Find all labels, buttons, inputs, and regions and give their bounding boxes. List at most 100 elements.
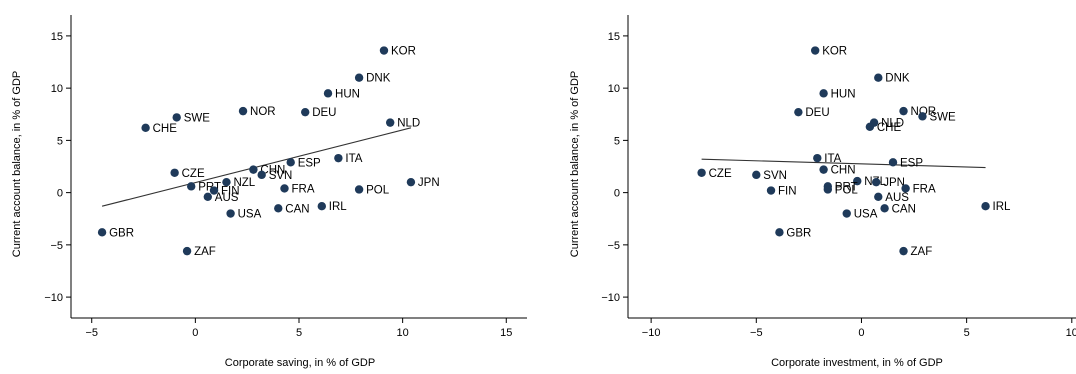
- panel-2-point-usa: [842, 209, 851, 218]
- panel-2-x-axis-title: Corporate investment, in % of GDP: [771, 357, 943, 369]
- panel-2-point-pol: [823, 185, 833, 194]
- panel-2-point-label-prt: PRT: [835, 181, 858, 193]
- panel-2-fit-line: [701, 158, 986, 169]
- panel-1-x-axis-title: Corporate saving, in % of GDP: [225, 357, 375, 369]
- panel-2-point-label-cze: CZE: [709, 168, 732, 180]
- panel-1-point-label-esp: ESP: [298, 157, 321, 169]
- panel-1-point-label-nld: NLD: [397, 118, 420, 130]
- panel-2-point-esp: [888, 158, 898, 167]
- panel-1-x-tick-label: 10: [397, 327, 409, 339]
- panel-1-point-label-gbr: GBR: [109, 227, 134, 239]
- panel-1-point-label-irl: IRL: [329, 201, 348, 213]
- chart-panel-investment: Current account balance, in % of GDP Cor…: [569, 15, 1076, 369]
- panel-2-point-svn: [752, 170, 761, 180]
- panel-2-point-label-can: CAN: [892, 203, 916, 215]
- panel-1-x-tick-label: 15: [500, 327, 512, 339]
- panel-1-point-label-ita: ITA: [345, 153, 362, 165]
- panel-2-point-label-dnk: DNK: [885, 73, 910, 85]
- panel-1-point-gbr: [97, 228, 107, 237]
- panel-1-point-label-aus: AUS: [215, 192, 239, 204]
- panel-1-point-label-cze: CZE: [182, 168, 205, 180]
- panel-2-point-label-gbr: GBR: [786, 227, 811, 239]
- panel-2-point-dnk: [874, 73, 883, 82]
- panel-2-point-gbr: [775, 228, 784, 237]
- panel-2-point-kor: [810, 46, 820, 55]
- panel-1-point-label-usa: USA: [238, 209, 262, 221]
- panel-2-point-label-hun: HUN: [831, 88, 856, 100]
- panel-1-point-dnk: [354, 73, 364, 82]
- panel-1-point-chn: [249, 165, 258, 174]
- panel-2-y-tick-label: −5: [607, 240, 620, 252]
- panel-2-point-label-zaf: ZAF: [911, 246, 933, 258]
- panel-1-point-nld: [386, 118, 395, 127]
- panel-1-point-label-che: CHE: [153, 123, 178, 135]
- panel-2-y-tick-label: 10: [608, 83, 620, 95]
- panel-2-point-irl: [981, 202, 990, 211]
- panel-2-point-cze: [697, 168, 706, 177]
- panel-2-y-tick-label: 15: [608, 31, 620, 43]
- panel-1-point-ita: [334, 153, 343, 163]
- panel-1-point-swe: [172, 113, 181, 122]
- panel-2-point-label-svn: SVN: [763, 170, 787, 182]
- panel-1-point-label-zaf: ZAF: [194, 246, 216, 258]
- panel-2-point-label-swe: SWE: [929, 111, 956, 123]
- panel-2-point-nzl: [853, 176, 862, 186]
- panel-1-point-label-nzl: NZL: [233, 177, 255, 189]
- panel-1-point-usa: [226, 209, 235, 218]
- panel-2-point-che: [865, 122, 875, 131]
- panel-2-point-nor: [899, 106, 908, 116]
- panel-2-point-label-fra: FRA: [913, 183, 936, 195]
- panel-2-point-zaf: [899, 246, 908, 256]
- panel-2-point-hun: [819, 89, 828, 98]
- panel-2-point-aus: [874, 192, 883, 201]
- panel-2-point-label-deu: DEU: [805, 107, 829, 119]
- panel-2-point-can: [880, 204, 889, 213]
- panel-1-point-esp: [286, 158, 295, 167]
- panel-1-point-prt: [187, 182, 196, 191]
- panel-2-point-swe: [918, 112, 927, 121]
- panel-1-point-nzl: [222, 177, 231, 187]
- panel-2-y-tick-label: 0: [614, 188, 620, 200]
- panel-1-point-svn: [257, 170, 266, 180]
- panel-1-point-label-dnk: DNK: [366, 73, 391, 85]
- panel-1-y-axis-title: Current account balance, in % of GDP: [11, 71, 23, 257]
- panel-1-point-label-hun: HUN: [335, 88, 360, 100]
- panel-1-point-label-can: CAN: [285, 203, 309, 215]
- panel-1-point-aus: [203, 192, 212, 201]
- panel-2-point-ita: [813, 153, 822, 163]
- panel-1-point-label-chn: CHN: [260, 165, 285, 177]
- panel-2-point-label-irl: IRL: [993, 201, 1012, 213]
- panel-2-point-label-kor: KOR: [822, 46, 847, 58]
- panel-2-point-jpn: [871, 177, 881, 187]
- panel-2-point-chn: [819, 165, 828, 174]
- panel-1-point-label-svn: SVN: [269, 170, 293, 182]
- panel-2-point-label-ita: ITA: [824, 153, 841, 165]
- panel-2-point-fra: [901, 184, 910, 193]
- panel-1-y-tick-label: 5: [57, 135, 63, 147]
- panel-2-x-tick-label: 10: [1066, 327, 1076, 339]
- panel-1-point-label-deu: DEU: [312, 107, 336, 119]
- panel-2-y-axis-title: Current account balance, in % of GDP: [569, 71, 581, 257]
- panel-1-point-label-fra: FRA: [291, 183, 314, 195]
- panel-2-point-label-esp: ESP: [900, 157, 923, 169]
- panel-1-point-hun: [323, 89, 333, 98]
- panel-1-point-label-swe: SWE: [184, 112, 211, 124]
- panel-2-point-label-fin: FIN: [778, 186, 797, 198]
- panel-1-x-tick-label: −5: [85, 327, 98, 339]
- panel-1-point-label-pol: POL: [366, 184, 390, 196]
- panel-1-y-tick-label: 10: [51, 83, 63, 95]
- panel-2-point-label-jpn: JPN: [883, 177, 905, 189]
- panel-2-y-tick-label: 5: [614, 135, 620, 147]
- panel-2-y-tick-label: −10: [601, 292, 620, 304]
- panel-1-point-deu: [301, 107, 310, 117]
- panel-2-point-label-chn: CHN: [831, 165, 856, 177]
- panel-2-point-label-che: CHE: [877, 122, 902, 134]
- panel-2-point-deu: [794, 107, 803, 117]
- panel-1-point-fin: [209, 186, 219, 195]
- panel-2-x-tick-label: 0: [858, 327, 864, 339]
- panel-1-y-tick-label: 0: [57, 188, 63, 200]
- panel-1-y-tick-label: −5: [50, 240, 63, 252]
- panel-1-point-label-kor: KOR: [391, 46, 416, 58]
- panel-1-x-tick-label: 0: [192, 327, 198, 339]
